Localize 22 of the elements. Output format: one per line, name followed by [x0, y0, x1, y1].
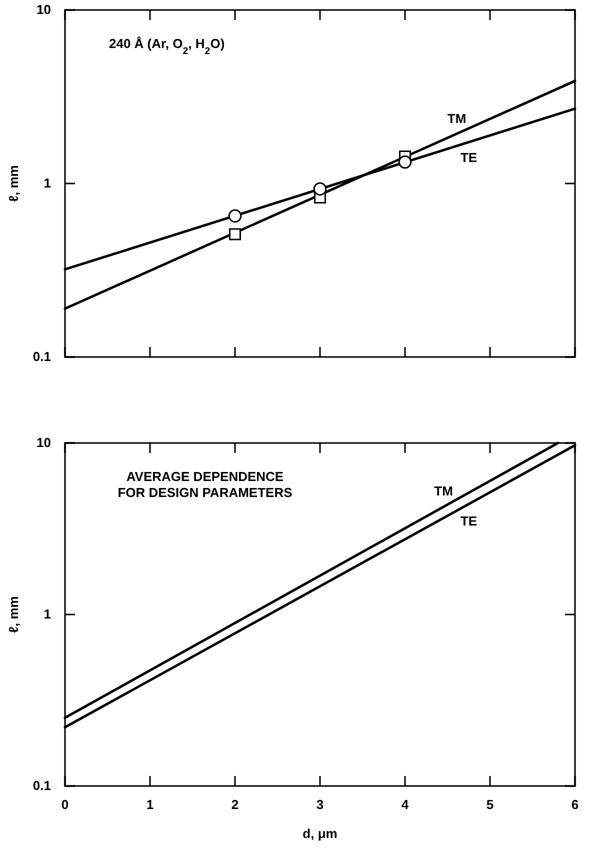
series-label: TM — [447, 111, 466, 126]
annotation: 240 Å (Ar, O$_{2}$, H$_{2}$O) — [109, 36, 225, 56]
x-tick-label: 6 — [571, 797, 579, 812]
y-tick-label: 0.1 — [32, 778, 51, 794]
x-tick-label: 5 — [486, 797, 494, 812]
x-tick-label: 1 — [146, 797, 154, 812]
y-axis-title: ℓ, mm — [6, 596, 21, 633]
x-tick-label: 0 — [61, 797, 69, 812]
x-tick-label: 4 — [401, 797, 410, 812]
annotation: AVERAGE DEPENDENCE FOR DESIGN PARAMETERS — [118, 469, 293, 500]
y-tick-label: 1 — [44, 176, 51, 191]
y-tick-label: 0.1 — [32, 349, 51, 364]
y-axis-title: ℓ, mm — [6, 165, 21, 202]
y-tick-label: 10 — [36, 2, 51, 18]
series-label: TE — [460, 150, 478, 166]
x-axis-title: d, μm — [302, 826, 338, 841]
series-label: TE — [460, 513, 478, 528]
series-label: TM — [434, 483, 453, 498]
x-tick-label: 3 — [316, 797, 324, 812]
y-tick-label: 10 — [36, 435, 51, 450]
y-tick-label: 1 — [44, 606, 51, 622]
x-tick-label: 2 — [231, 797, 239, 812]
